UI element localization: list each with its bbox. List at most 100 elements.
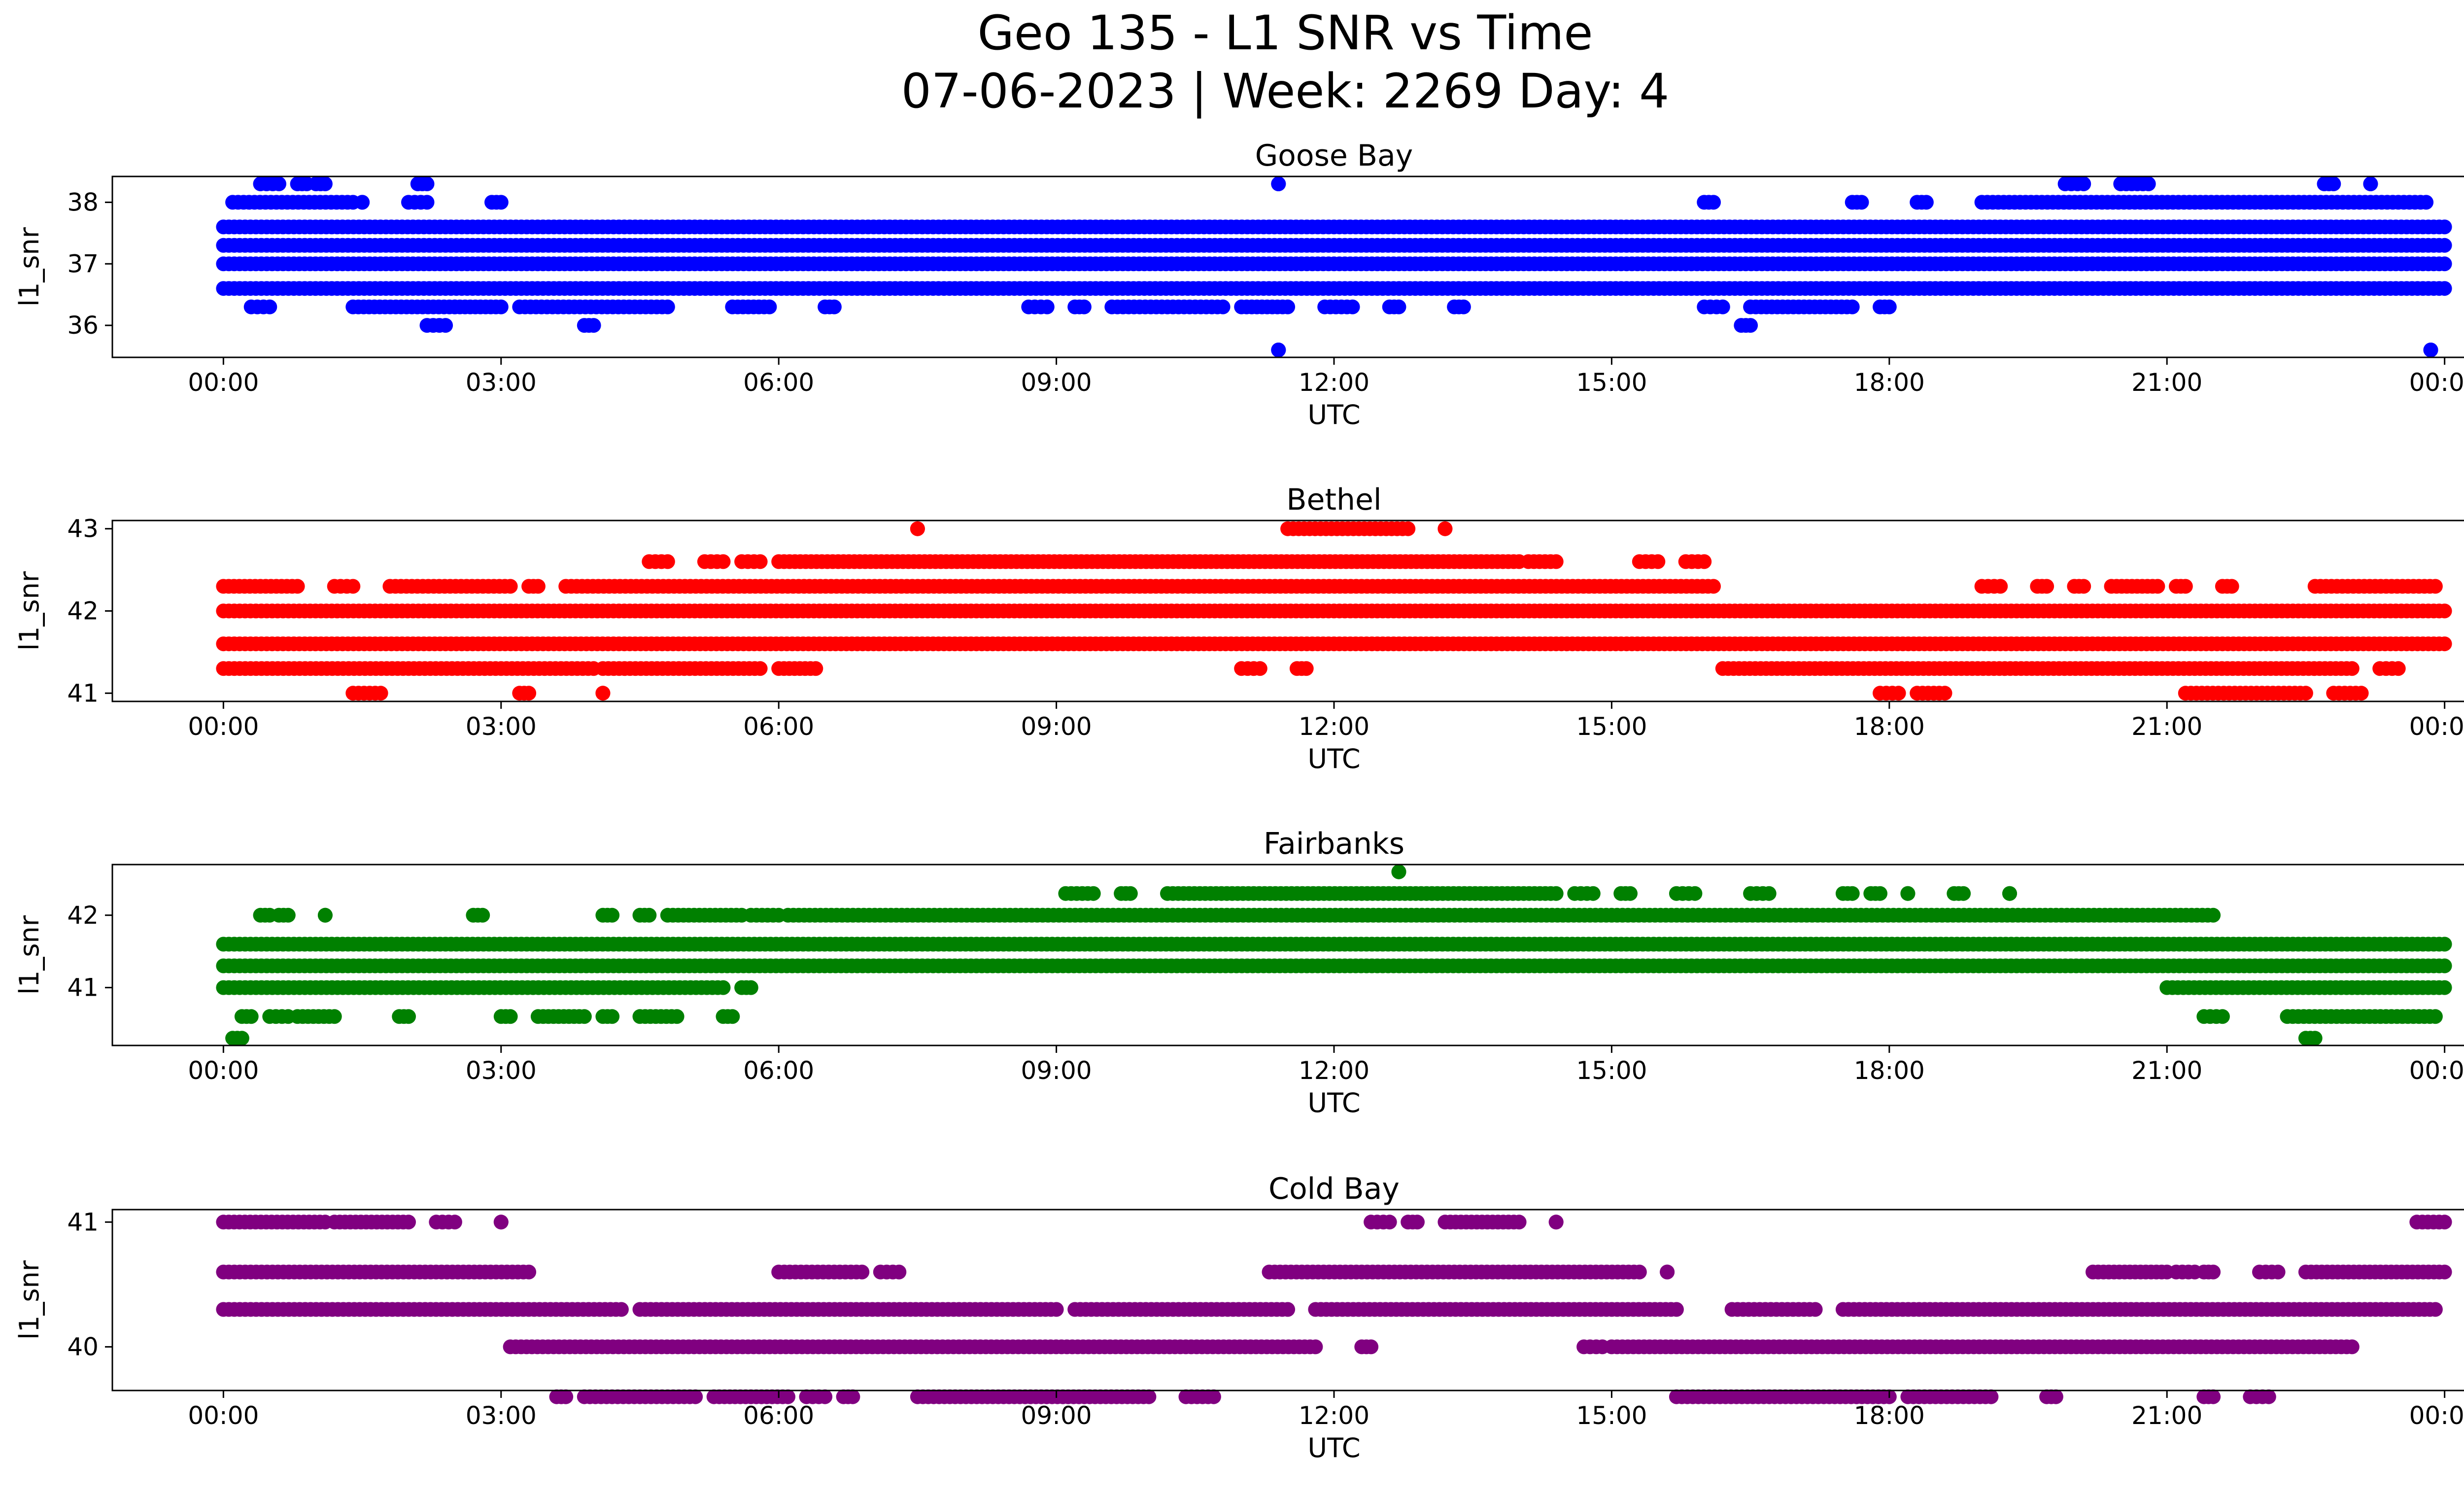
data-point xyxy=(1456,299,1471,314)
data-point xyxy=(2437,636,2452,652)
figure-title-line-2: 07-06-2023 | Week: 2269 Day: 4 xyxy=(901,64,1670,119)
data-point xyxy=(1882,299,1897,314)
data-point xyxy=(1123,886,1138,901)
x-tick-label: 00:00 xyxy=(2409,712,2464,741)
x-tick-label: 03:00 xyxy=(466,712,537,741)
x-tick-label: 15:00 xyxy=(1576,368,1647,397)
data-point xyxy=(2391,661,2406,676)
y-tick-label: 37 xyxy=(67,249,99,278)
data-point xyxy=(419,176,435,191)
data-point xyxy=(503,1009,518,1024)
data-point xyxy=(1706,579,1721,594)
panel-title-goose-bay: Goose Bay xyxy=(1255,139,1413,173)
data-point xyxy=(642,907,657,923)
data-point xyxy=(317,176,333,191)
x-tick-label: 18:00 xyxy=(1854,368,1925,397)
y-tick-label: 43 xyxy=(67,515,99,543)
y-tick-label: 36 xyxy=(67,311,99,340)
data-point xyxy=(1252,661,1267,676)
x-tick-label: 12:00 xyxy=(1299,368,1369,397)
data-point xyxy=(2437,219,2452,235)
data-point xyxy=(438,318,453,333)
data-point xyxy=(280,907,296,923)
data-point xyxy=(2354,686,2369,701)
x-tick-label: 06:00 xyxy=(743,712,814,741)
data-point xyxy=(327,1009,342,1024)
data-point xyxy=(2363,176,2378,191)
data-point xyxy=(355,195,370,210)
data-point xyxy=(2224,579,2239,594)
data-point xyxy=(243,1009,259,1024)
data-point xyxy=(2428,1009,2443,1024)
data-points-goose-bay xyxy=(216,176,2452,357)
data-point xyxy=(2326,176,2341,191)
data-point xyxy=(2428,579,2443,594)
data-point xyxy=(2206,907,2221,923)
data-point xyxy=(1548,554,1564,569)
data-point xyxy=(595,686,611,701)
data-point xyxy=(373,686,388,701)
x-tick-label: 06:00 xyxy=(743,368,814,397)
data-point xyxy=(586,318,601,333)
x-tick-label: 21:00 xyxy=(2131,712,2202,741)
data-point xyxy=(1271,343,1286,357)
x-tick-label: 21:00 xyxy=(2131,368,2202,397)
data-point xyxy=(753,554,768,569)
data-point xyxy=(669,1009,684,1024)
data-point xyxy=(345,579,361,594)
data-point xyxy=(401,1009,416,1024)
data-point xyxy=(2419,195,2434,210)
data-point xyxy=(1845,299,1860,314)
x-axis-label-goose-bay: UTC xyxy=(1307,399,1360,430)
panel-title-bethel: Bethel xyxy=(1286,483,1381,517)
data-point xyxy=(910,521,925,536)
data-point xyxy=(2437,958,2452,973)
data-point xyxy=(1937,686,1952,701)
data-point xyxy=(530,579,546,594)
data-point xyxy=(1401,521,1416,536)
x-tick-label: 00:00 xyxy=(188,368,259,397)
data-point xyxy=(2076,579,2091,594)
data-point xyxy=(716,980,731,995)
data-point xyxy=(1215,299,1231,314)
y-axis-label-goose-bay: l1_snr xyxy=(14,227,45,307)
data-point xyxy=(1650,554,1666,569)
data-point xyxy=(1039,299,1055,314)
x-tick-label: 15:00 xyxy=(1576,712,1647,741)
data-point xyxy=(1891,686,1906,701)
y-tick-label: 42 xyxy=(67,597,99,626)
data-point xyxy=(475,907,490,923)
panels-container: Goose Bay 00:00 03:00 06:00 09:00 12:00 15:00 1… xyxy=(14,139,2464,1463)
data-point xyxy=(262,299,277,314)
y-axis-label-bethel: l1_snr xyxy=(14,571,45,651)
x-tick-label: 03:00 xyxy=(466,368,537,397)
x-tick-label: 09:00 xyxy=(1021,712,1092,741)
data-point xyxy=(826,299,842,314)
x-tick-label: 12:00 xyxy=(1299,712,1369,741)
data-point xyxy=(2215,1009,2230,1024)
data-point xyxy=(317,907,333,923)
data-point xyxy=(1280,299,1296,314)
data-point xyxy=(725,1009,740,1024)
data-points-bethel xyxy=(216,521,2452,701)
data-point xyxy=(716,554,731,569)
data-point xyxy=(605,907,620,923)
data-point xyxy=(2437,937,2452,952)
data-point xyxy=(1706,195,1721,210)
data-point xyxy=(2437,256,2452,272)
data-point xyxy=(419,195,435,210)
data-point xyxy=(2437,603,2452,619)
data-point xyxy=(1918,195,1934,210)
y-tick-label: 38 xyxy=(67,188,99,216)
data-point xyxy=(1715,299,1730,314)
data-point xyxy=(2178,579,2193,594)
data-point xyxy=(2344,661,2360,676)
data-point xyxy=(2076,176,2091,191)
data-point xyxy=(2298,686,2313,701)
data-point xyxy=(1743,318,1758,333)
data-point xyxy=(660,554,675,569)
panel-title-fairbanks: Fairbanks xyxy=(1264,827,1404,861)
x-tick-label: 00:00 xyxy=(2409,368,2464,397)
